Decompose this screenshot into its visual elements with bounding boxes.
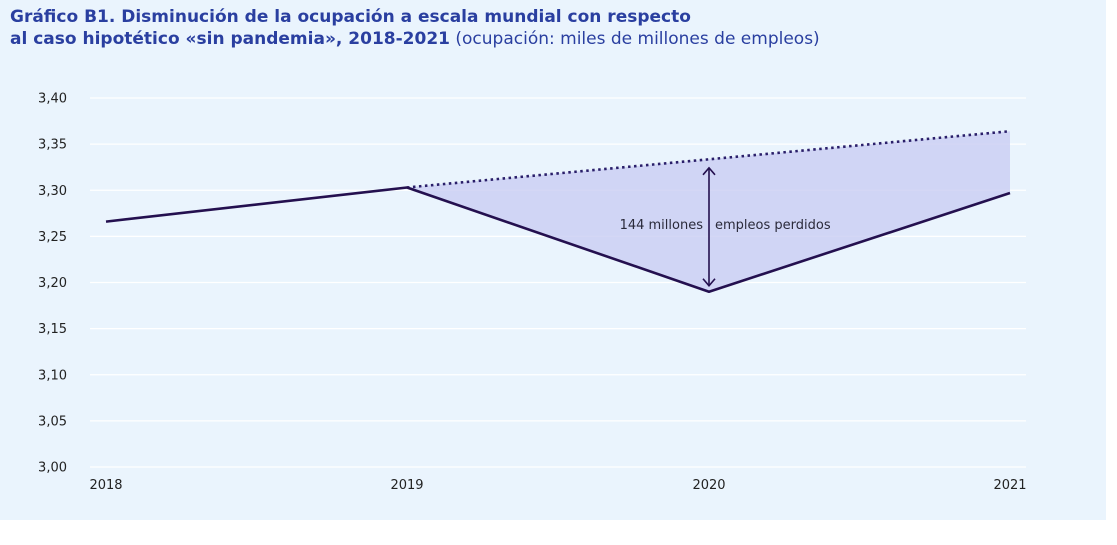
y-axis-labels: 3,00 3,05 3,10 3,15 3,20 3,25 3,30 3,35 3,40 bbox=[38, 92, 67, 476]
y-tick-label: 3,00 bbox=[38, 461, 67, 476]
series-line-counterfactual bbox=[406, 129, 1011, 189]
annotation-arrowhead-down bbox=[702, 278, 716, 287]
annotation-label-left: 144 millones bbox=[620, 218, 704, 233]
line-chart: 144 millones empleos perdidos 3,00 3,05 3,1… bbox=[38, 92, 1027, 494]
y-tick-label: 3,40 bbox=[38, 92, 67, 107]
series-layer bbox=[105, 129, 1011, 294]
annotation-arrowhead-up bbox=[702, 166, 716, 176]
chart-panel bbox=[0, 0, 1106, 520]
title-line-2-bold: al caso hipotético «sin pandemia», 2018-… bbox=[10, 29, 450, 49]
y-tick-label: 3,35 bbox=[38, 138, 67, 153]
y-tick-label: 3,15 bbox=[38, 322, 67, 337]
y-tick-label: 3,10 bbox=[38, 368, 67, 383]
y-tick-label: 3,20 bbox=[38, 276, 67, 291]
title-line-2: al caso hipotético «sin pandemia», 2018-… bbox=[10, 28, 1100, 50]
y-tick-label: 3,05 bbox=[38, 414, 67, 429]
annotation-layer: 144 millones empleos perdidos bbox=[620, 166, 831, 287]
x-tick-label: 2019 bbox=[390, 478, 423, 493]
annotation-label-right: empleos perdidos bbox=[715, 218, 831, 233]
x-tick-label: 2021 bbox=[993, 478, 1026, 493]
x-axis-labels: 2018 2019 2020 2021 bbox=[89, 478, 1026, 493]
y-tick-label: 3,30 bbox=[38, 184, 67, 199]
title-unit: (ocupación: miles de millones de empleos… bbox=[450, 29, 820, 49]
x-tick-label: 2020 bbox=[692, 478, 725, 493]
x-tick-label: 2018 bbox=[89, 478, 122, 493]
series-line-actual bbox=[105, 186, 1011, 294]
title-line-1: Gráfico B1. Disminución de la ocupación … bbox=[10, 7, 691, 27]
chart-title: Gráfico B1. Disminución de la ocupación … bbox=[10, 6, 1100, 50]
y-tick-label: 3,25 bbox=[38, 230, 67, 245]
